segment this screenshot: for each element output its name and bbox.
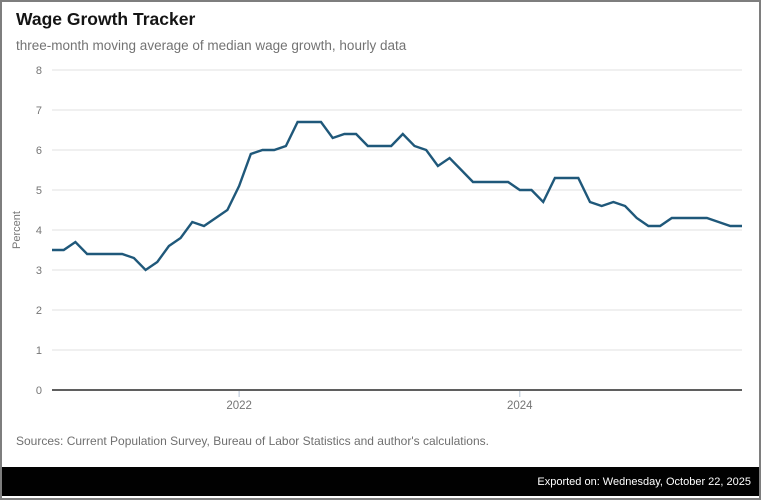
y-tick-label: 2 (36, 305, 42, 317)
wage-growth-line-chart: 0 1 2 3 4 5 6 7 8 Percent 2022 2024 (11, 65, 742, 412)
export-bar: Exported on: Wednesday, October 22, 2025 (2, 467, 759, 496)
y-tick-label: 0 (36, 385, 42, 397)
x-tick-label: 2024 (507, 400, 533, 412)
y-tick-label: 7 (36, 105, 42, 117)
y-tick-label: 6 (36, 145, 42, 157)
chart-subtitle: three-month moving average of median wag… (16, 38, 407, 53)
export-timestamp: Exported on: Wednesday, October 22, 2025 (537, 475, 751, 488)
y-tick-label: 1 (36, 345, 42, 357)
y-tick-label: 3 (36, 265, 42, 277)
y-tick-label: 4 (36, 225, 42, 237)
y-tick-label: 5 (36, 185, 42, 197)
y-axis-title: Percent (11, 211, 23, 249)
chart-title: Wage Growth Tracker (16, 9, 196, 29)
series-line (52, 120, 742, 272)
sources-note: Sources: Current Population Survey, Bure… (16, 434, 489, 448)
y-tick-label: 8 (36, 65, 42, 77)
x-tick-label: 2022 (226, 400, 252, 412)
